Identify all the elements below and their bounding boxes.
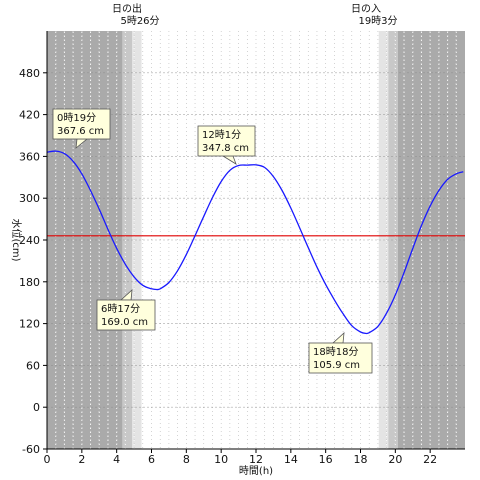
extremum-callout: 12時1分 347.8 cm bbox=[197, 125, 256, 165]
tick-labels: 0 2 4 6 8 10 12 14 16 18 20 22 -60 0 60 120 180 240 300 360… bbox=[19, 67, 437, 466]
sunset-time: 19時3分 bbox=[358, 15, 397, 27]
x-tick-label: 0 bbox=[44, 453, 51, 466]
series-line-tide-level bbox=[46, 150, 464, 335]
sunset-label: 日の入 bbox=[351, 4, 381, 15]
callout-time: 6時17分 bbox=[101, 303, 140, 315]
y-tick-label: 180 bbox=[19, 276, 40, 289]
x-tick-label: 6 bbox=[148, 453, 155, 466]
extremum-callout: 18時18分 105.9 cm bbox=[308, 332, 373, 374]
callout-time: 0時19分 bbox=[57, 112, 96, 124]
callout-value: 347.8 cm bbox=[202, 143, 249, 154]
y-tick-label: 0 bbox=[33, 401, 40, 414]
x-tick-label: 18 bbox=[354, 453, 368, 466]
x-tick-label: 8 bbox=[183, 453, 190, 466]
callout-box bbox=[96, 299, 156, 331]
grid-lines bbox=[47, 31, 465, 449]
sun-markers: 日の出 5時26分 日の入 19時3分 bbox=[112, 2, 398, 27]
y-tick-label: 120 bbox=[19, 318, 40, 331]
extremum-callout: 0時19分 367.6 cm bbox=[52, 108, 111, 149]
y-tick-label: 480 bbox=[19, 67, 40, 80]
callout-box bbox=[308, 342, 373, 374]
callout-box bbox=[197, 125, 256, 157]
x-tick-label: 4 bbox=[113, 453, 120, 466]
y-tick-label: 300 bbox=[19, 192, 40, 205]
callout-value: 105.9 cm bbox=[313, 360, 360, 371]
x-tick-label: 10 bbox=[214, 453, 228, 466]
x-tick-label: 22 bbox=[423, 453, 437, 466]
y-tick-label: 60 bbox=[26, 359, 40, 372]
callout-box bbox=[52, 108, 111, 140]
y-tick-label: 420 bbox=[19, 109, 40, 122]
extremum-callout: 6時17分 169.0 cm bbox=[96, 289, 156, 331]
callout-value: 169.0 cm bbox=[101, 317, 148, 328]
x-tick-label: 14 bbox=[284, 453, 298, 466]
x-tick-label: 16 bbox=[319, 453, 333, 466]
callout-value: 367.6 cm bbox=[57, 126, 104, 137]
y-axis-title: 水位(cm) bbox=[10, 218, 23, 261]
y-tick-label: 240 bbox=[19, 234, 40, 247]
sunrise-time: 5時26分 bbox=[120, 15, 159, 27]
sunrise-label: 日の出 bbox=[112, 2, 142, 15]
twilight-band-evening-2 bbox=[388, 31, 398, 449]
axes bbox=[43, 31, 465, 453]
x-tick-label: 12 bbox=[249, 453, 263, 466]
callout-time: 12時1分 bbox=[202, 129, 241, 141]
x-tick-label: 20 bbox=[388, 453, 402, 466]
x-tick-label: 2 bbox=[78, 453, 85, 466]
y-tick-label: -60 bbox=[22, 443, 40, 456]
series-layer bbox=[46, 150, 464, 335]
callout-time: 18時18分 bbox=[313, 346, 358, 358]
y-tick-label: 360 bbox=[19, 150, 40, 163]
x-axis-title: 時間(h) bbox=[239, 465, 273, 477]
